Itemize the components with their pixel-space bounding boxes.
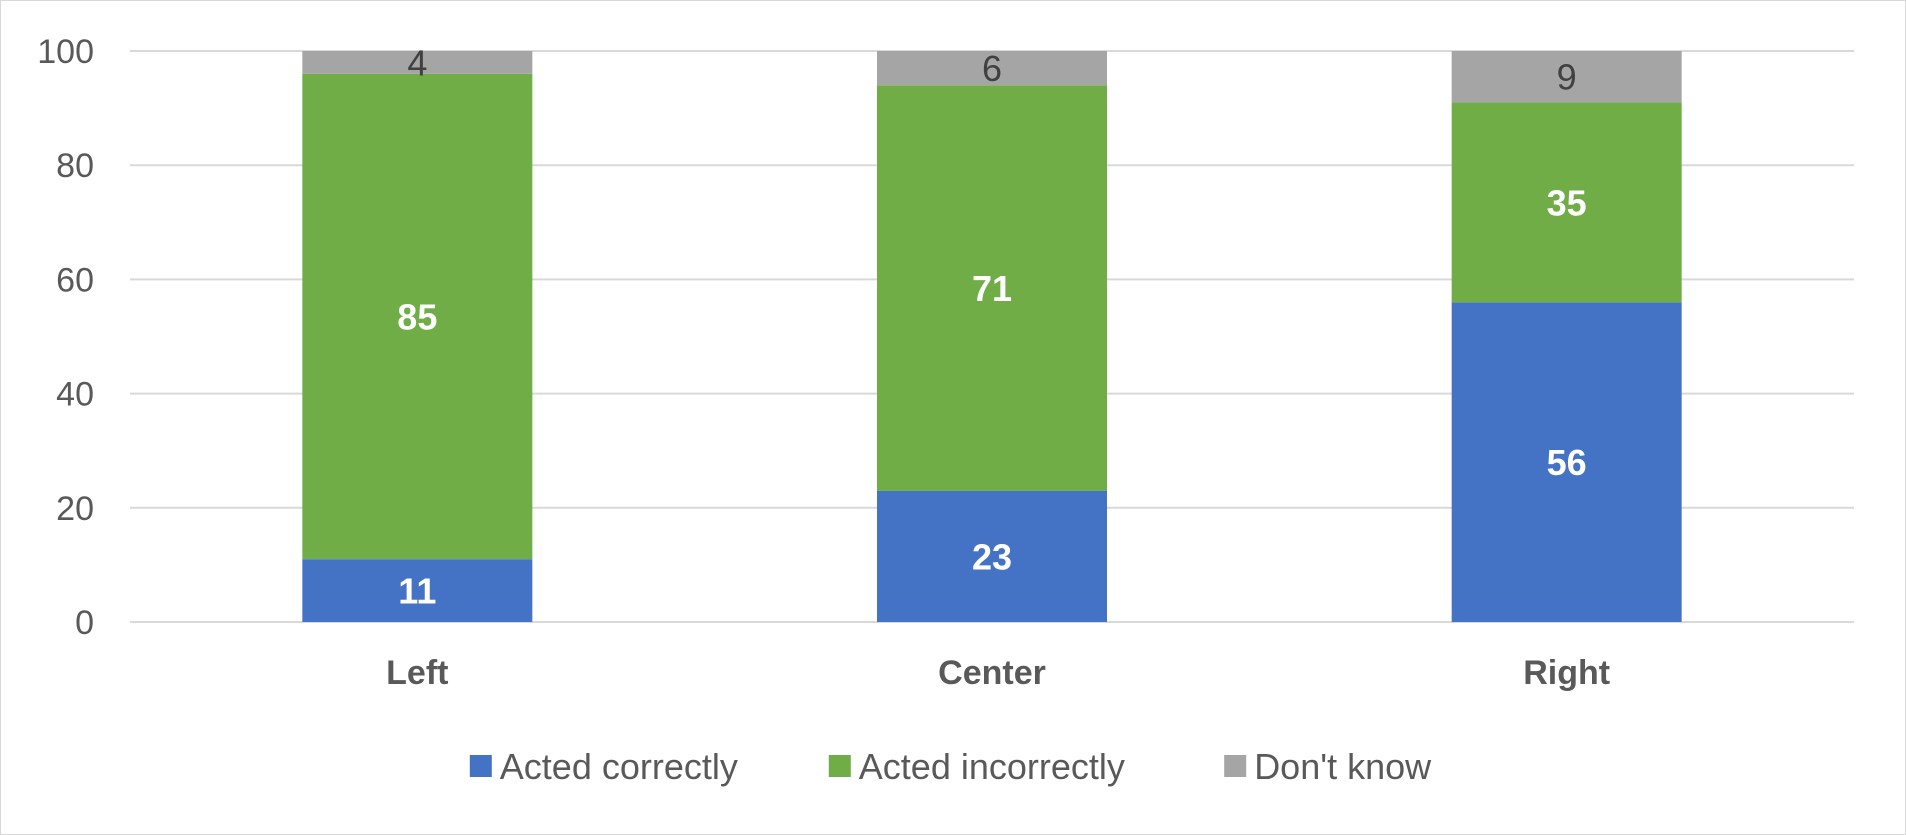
bar-segment xyxy=(302,73,533,560)
data-label: 6 xyxy=(982,48,1002,89)
legend-label: Acted correctly xyxy=(500,746,738,787)
bars xyxy=(302,51,1682,622)
data-label: 56 xyxy=(1547,442,1587,483)
y-tick-label: 0 xyxy=(75,604,94,642)
y-tick-label: 20 xyxy=(56,490,94,528)
legend-swatch xyxy=(828,755,851,777)
legend-label: Don't know xyxy=(1254,746,1432,787)
bar-segment xyxy=(877,51,1107,86)
data-label: 23 xyxy=(972,536,1012,577)
legend: Acted correctly Acted incorrectly Don't kn… xyxy=(469,746,1432,787)
bar-segment xyxy=(302,559,533,622)
y-tick-label: 100 xyxy=(37,33,94,71)
data-label: 4 xyxy=(407,42,427,83)
legend-swatch xyxy=(469,755,492,777)
bar-segment xyxy=(1451,51,1682,103)
data-label: 85 xyxy=(397,297,437,338)
y-tick-label: 40 xyxy=(56,376,94,414)
data-label: 11 xyxy=(398,571,436,612)
y-tick-label: 80 xyxy=(56,147,94,185)
x-axis-category-labels: Left Center Right xyxy=(386,654,1610,692)
data-label: 35 xyxy=(1547,182,1587,223)
y-tick-label: 60 xyxy=(56,261,94,299)
bar-segment xyxy=(302,51,533,74)
bar-segment xyxy=(877,490,1107,622)
bar-segment xyxy=(1451,102,1682,303)
bar-segment xyxy=(1451,302,1682,622)
x-category-label: Center xyxy=(938,654,1046,692)
data-label: 9 xyxy=(1557,57,1577,98)
legend-swatch xyxy=(1224,755,1247,777)
x-category-label: Right xyxy=(1523,654,1610,692)
data-label: 71 xyxy=(972,268,1012,309)
bar-segment xyxy=(877,85,1107,491)
x-category-label: Left xyxy=(386,654,448,692)
y-axis-tick-labels: 0 20 40 60 80 100 xyxy=(37,33,94,642)
data-labels: 11 85 4 23 71 6 56 35 9 xyxy=(397,42,1586,611)
legend-label: Acted incorrectly xyxy=(859,746,1125,787)
